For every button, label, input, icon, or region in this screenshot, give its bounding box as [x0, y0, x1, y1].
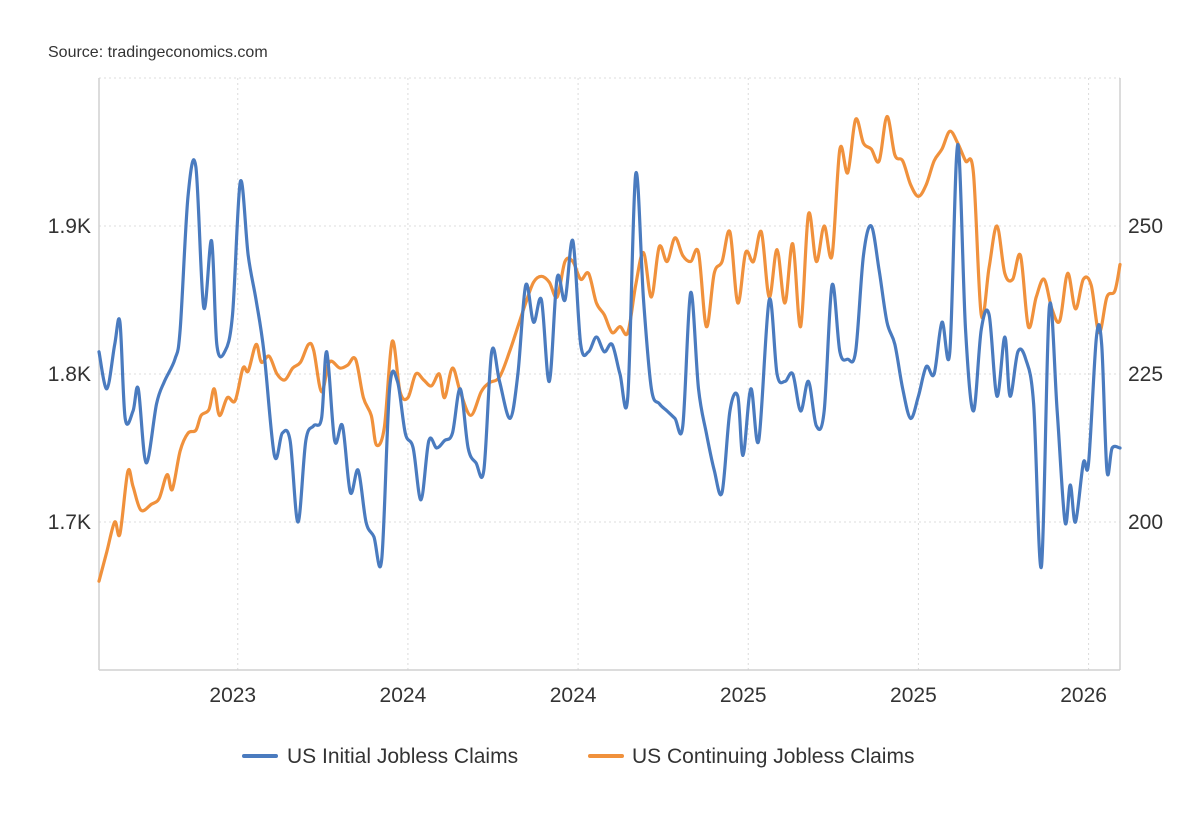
source-label: Source: tradingeconomics.com: [48, 44, 268, 61]
left-tick-label: 1.9K: [48, 215, 91, 238]
right-tick-label: 250: [1128, 215, 1163, 238]
x-tick-label: 2025: [720, 684, 767, 707]
right-tick-label: 200: [1128, 511, 1163, 534]
series-layer: [97, 114, 1122, 583]
left-tick-label: 1.8K: [48, 363, 91, 386]
grid-layer: [99, 77, 1120, 670]
axis-layer: 1.7K 1.8K 1.9K 200 225 250 2023 2024 2024 2025 202…: [48, 78, 1163, 707]
x-tick-label: 2025: [890, 684, 937, 707]
right-tick-label: 225: [1128, 363, 1163, 386]
series-line-initial-claims[interactable]: [97, 142, 1122, 570]
legend-label[interactable]: US Initial Jobless Claims: [287, 745, 518, 768]
x-tick-label: 2024: [550, 684, 597, 707]
x-tick-label: 2023: [209, 684, 256, 707]
series-line-continuing-claims[interactable]: [97, 114, 1122, 583]
x-tick-label: 2024: [380, 684, 427, 707]
left-tick-label: 1.7K: [48, 511, 91, 534]
legend: US Initial Jobless Claims US Continuing J…: [242, 745, 914, 768]
x-tick-label: 2026: [1060, 684, 1107, 707]
legend-label[interactable]: US Continuing Jobless Claims: [632, 745, 914, 768]
